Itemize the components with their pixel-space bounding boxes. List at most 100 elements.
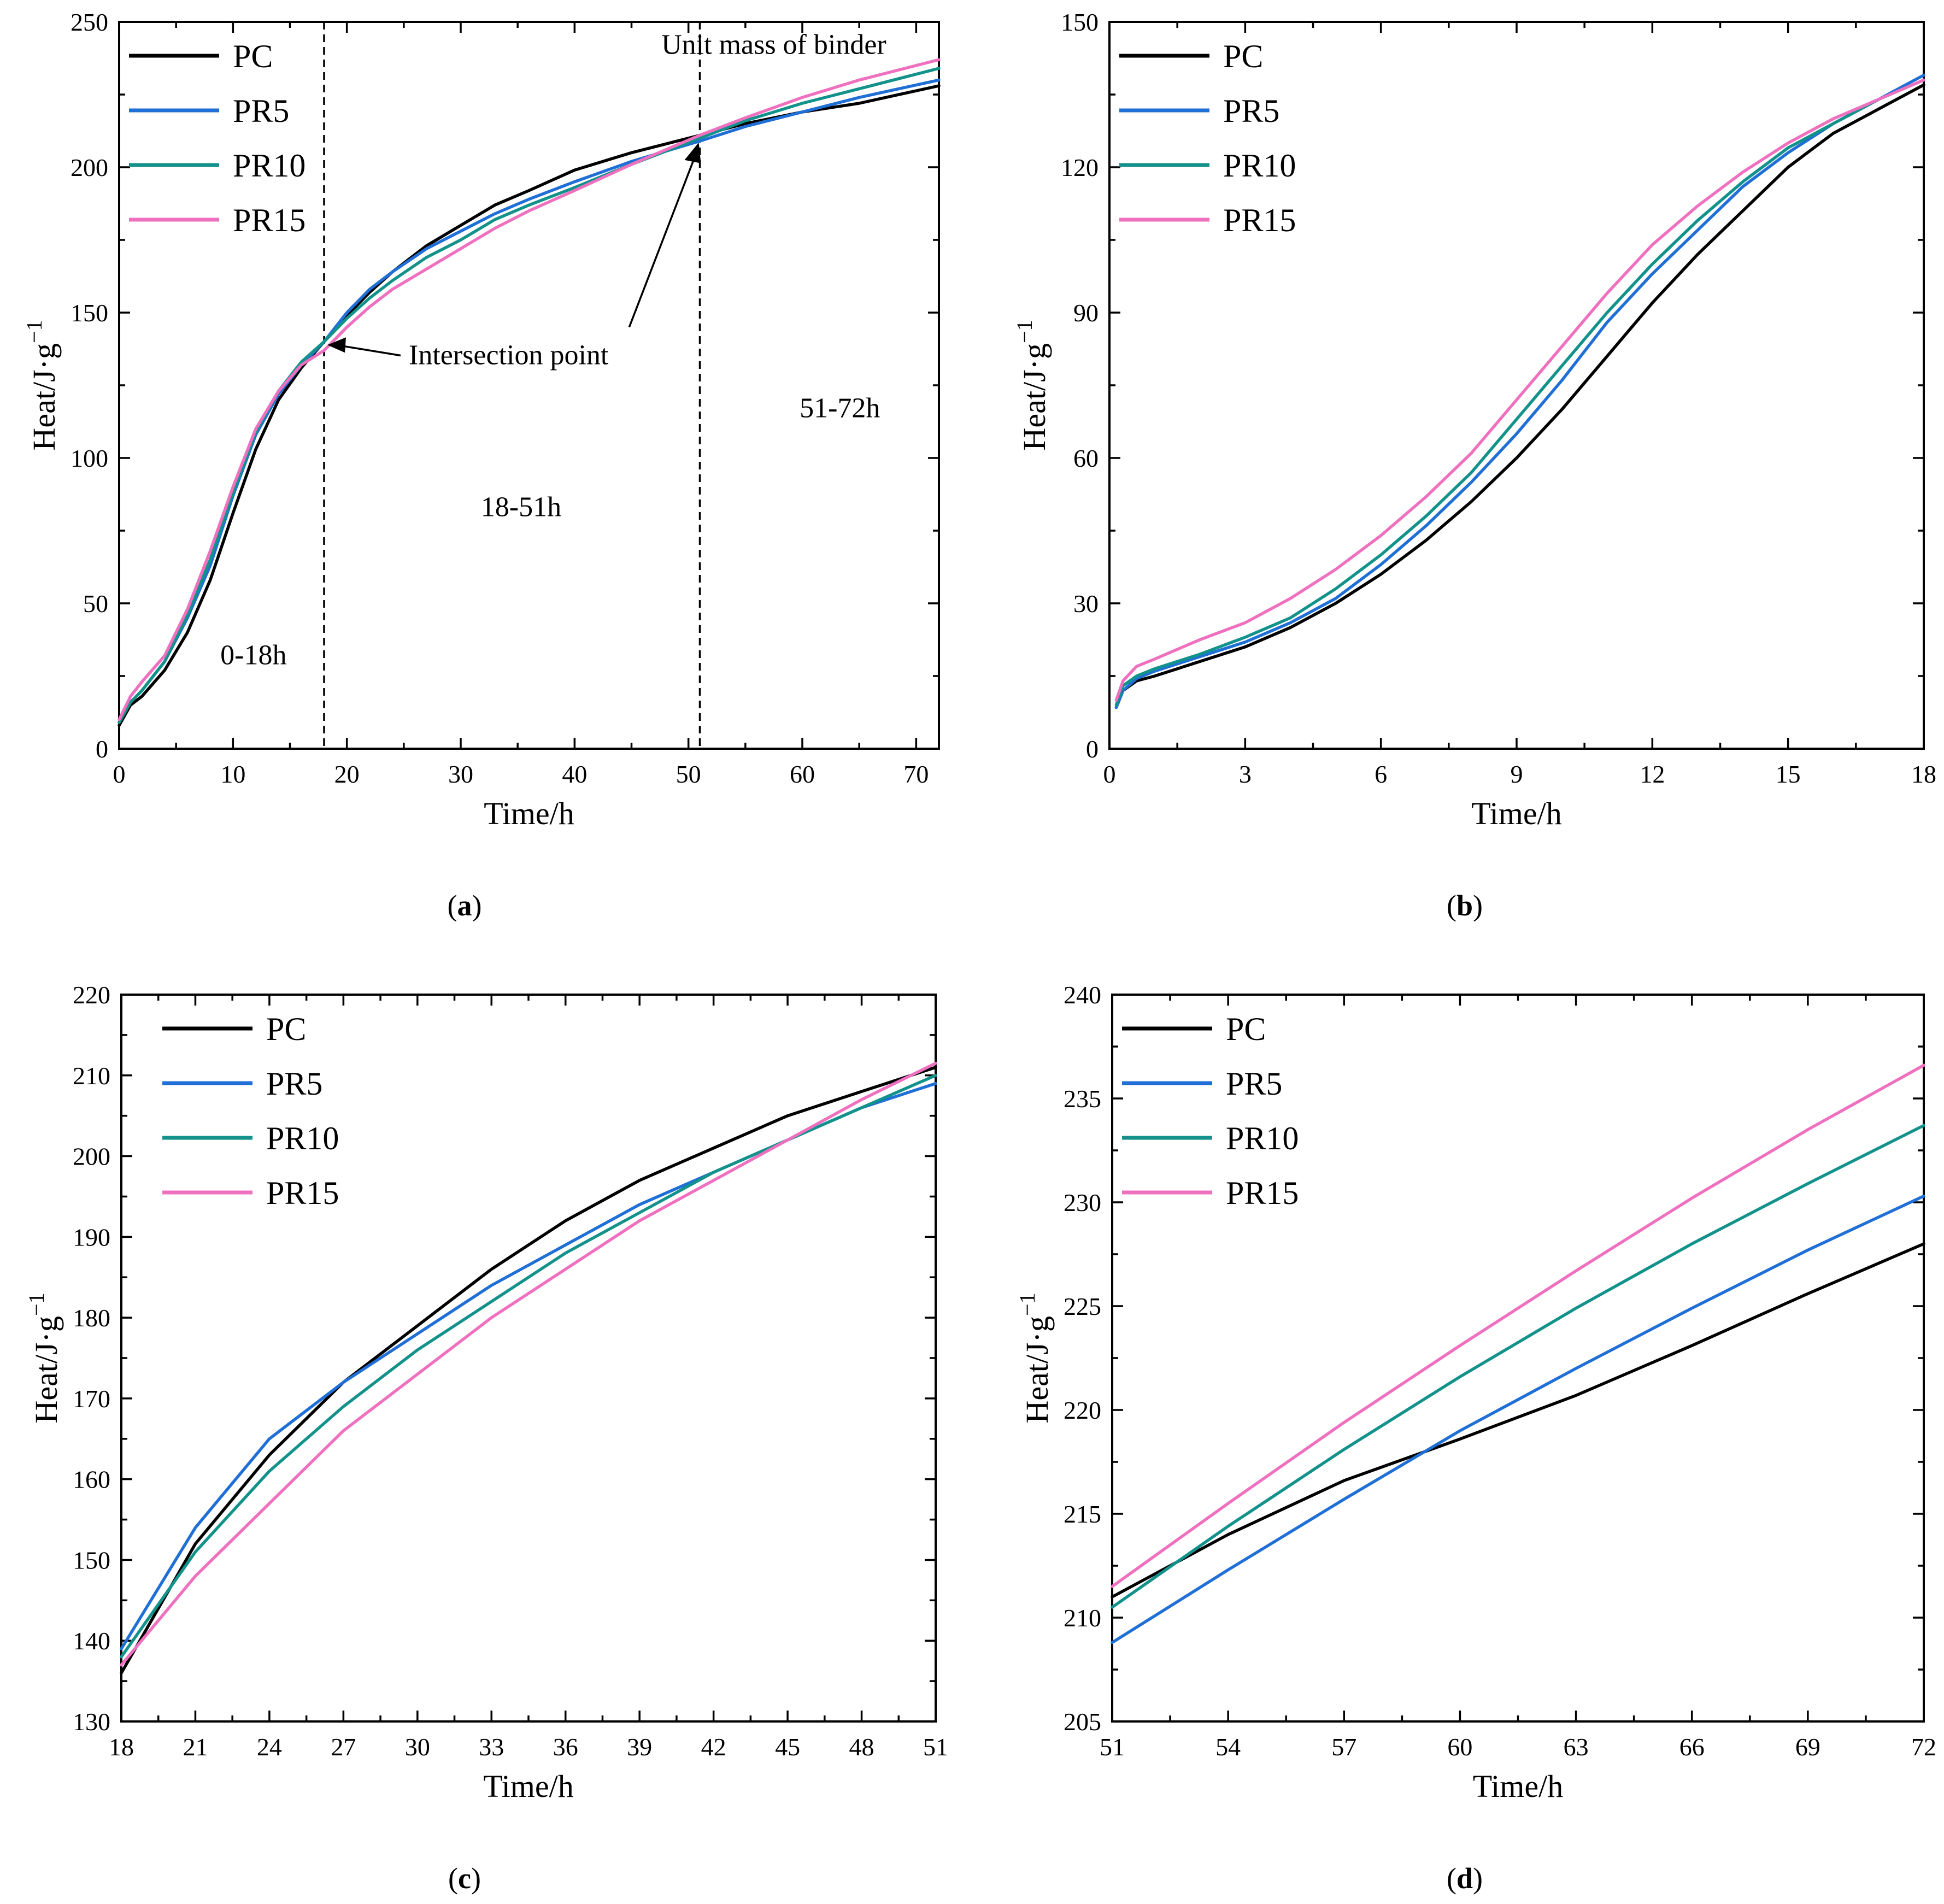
y-axis-title-main: Heat/J·g	[28, 1316, 64, 1424]
y-tick-label: 150	[71, 299, 108, 327]
x-tick-label: 27	[331, 1733, 356, 1761]
y-axis-title-exponent: −1	[24, 1292, 49, 1316]
x-tick-label: 24	[257, 1733, 282, 1761]
y-tick-label: 230	[1064, 1189, 1101, 1217]
y-axis-title-main: Heat/J·g	[1017, 343, 1052, 451]
legend-label-pc: PC	[1223, 38, 1263, 74]
intersection-arrow	[336, 344, 401, 357]
binder-arrow	[628, 152, 698, 328]
y-tick-label: 190	[73, 1223, 110, 1251]
y-tick-label: 180	[73, 1304, 110, 1332]
x-tick-label: 72	[1911, 1733, 1936, 1761]
panel-label-a: (a)	[448, 889, 482, 922]
x-tick-label: 30	[448, 760, 473, 788]
x-tick-label: 6	[1375, 760, 1387, 788]
x-tick-label: 21	[183, 1733, 208, 1761]
x-tick-label: 51	[1100, 1733, 1125, 1761]
x-tick-label: 15	[1776, 760, 1801, 788]
plot-frame	[1111, 994, 1925, 1723]
x-tick-label: 10	[220, 760, 245, 788]
x-tick-label: 51	[923, 1733, 948, 1761]
x-tick-label: 70	[903, 760, 929, 788]
legend-label-pr5: PR5	[1226, 1066, 1282, 1102]
y-axis-title: Heat/J·g−1	[24, 1292, 64, 1423]
legend: PC PR5 PR10 PR15	[129, 38, 306, 238]
panel-label-b: (b)	[1447, 889, 1483, 922]
y-axis-title-main: Heat/J·g	[26, 343, 62, 451]
series-line-pc	[1111, 1242, 1925, 1599]
legend-label-pr10: PR10	[233, 148, 306, 184]
chart-panel-b: 0 3 6 9 12 15 18 0 30 60 90 120 150 Time/h Heat/J·g−1 P…	[1012, 8, 1936, 831]
legend-label-pr5: PR5	[1223, 93, 1279, 129]
y-tick-label: 210	[73, 1062, 110, 1090]
legend-label-pr5: PR5	[266, 1066, 322, 1102]
y-axis-title: Heat/J·g−1	[1015, 1292, 1055, 1423]
y-tick-label: 140	[73, 1627, 110, 1655]
x-tick-label: 54	[1215, 1733, 1241, 1761]
series-line-pr15	[1114, 78, 1925, 702]
x-tick-label: 20	[334, 760, 360, 788]
x-tick-label: 39	[627, 1733, 652, 1761]
x-tick-label: 63	[1564, 1733, 1589, 1761]
chart-panel-a: 0 10 20 30 40 50 60 70 0 50 100 150 200 250 Time/h Heat…	[22, 8, 941, 831]
x-tick-label: 0	[113, 760, 126, 788]
x-tick-label: 9	[1511, 760, 1523, 788]
legend-label-pc: PC	[233, 38, 273, 74]
y-tick-label: 205	[1064, 1708, 1101, 1736]
y-tick-label: 200	[71, 154, 108, 181]
legend-label-pr15: PR15	[1223, 202, 1296, 238]
series-line-pr5	[1111, 1194, 1925, 1644]
series-line-pc	[120, 1066, 937, 1675]
x-tick-label: 69	[1795, 1733, 1820, 1761]
y-tick-label: 130	[73, 1708, 110, 1736]
y-tick-label: 250	[71, 8, 108, 36]
panel-letter: d	[1456, 1862, 1473, 1895]
series-line-pr10	[1114, 78, 1925, 707]
y-tick-label: 100	[71, 444, 108, 472]
legend-label-pr15: PR15	[266, 1175, 339, 1211]
region-label-51-72h: 51-72h	[800, 393, 880, 424]
series-line-pc	[1114, 83, 1925, 709]
y-tick-label: 30	[1073, 590, 1099, 618]
x-tick-label: 3	[1239, 760, 1252, 788]
y-tick-label: 160	[73, 1466, 110, 1494]
series-line-pr10	[120, 1074, 937, 1659]
y-tick-label: 220	[73, 981, 110, 1009]
legend-label-pr10: PR10	[1226, 1120, 1299, 1156]
y-tick-label: 150	[73, 1546, 110, 1574]
y-tick-label: 150	[1061, 8, 1099, 36]
x-tick-label: 18	[109, 1733, 134, 1761]
x-tick-label: 18	[1911, 760, 1936, 788]
intersection-arrowhead	[327, 337, 346, 353]
binder-arrowhead	[684, 142, 701, 163]
legend-label-pr15: PR15	[1226, 1175, 1299, 1211]
legend-label-pr10: PR10	[1223, 148, 1296, 184]
chart-panel-d: 51 54 57 60 63 66 69 72 205 210 215 220 225 230 235 240…	[1015, 981, 1936, 1804]
legend: PC PR5 PR10 PR15	[162, 1011, 339, 1211]
y-tick-label: 200	[73, 1143, 110, 1171]
series-line-pr10	[118, 67, 941, 724]
series-line-pr15	[118, 58, 941, 721]
x-tick-label: 42	[701, 1733, 726, 1761]
x-axis-title: Time/h	[1471, 796, 1561, 831]
y-tick-label: 90	[1073, 299, 1099, 327]
panel-label-d: (d)	[1447, 1862, 1483, 1895]
y-tick-label: 170	[73, 1385, 110, 1413]
y-tick-label: 120	[1061, 154, 1099, 181]
x-tick-label: 60	[790, 760, 815, 788]
x-tick-label: 0	[1103, 760, 1116, 788]
y-tick-label: 0	[1086, 735, 1099, 763]
y-axis-title-main: Heat/J·g	[1019, 1316, 1055, 1424]
x-tick-label: 57	[1331, 1733, 1356, 1761]
series-line-pr5	[1114, 73, 1925, 709]
y-tick-label: 220	[1064, 1396, 1101, 1424]
panel-label-c: (c)	[448, 1862, 481, 1895]
legend: PC PR5 PR10 PR15	[1119, 38, 1296, 238]
series-line-pr5	[120, 1082, 937, 1650]
y-tick-label: 225	[1064, 1292, 1101, 1320]
legend-label-pr10: PR10	[266, 1120, 339, 1156]
series-line-pr15	[1111, 1063, 1925, 1588]
x-tick-label: 48	[849, 1733, 874, 1761]
legend-label-pc: PC	[1226, 1011, 1266, 1047]
plot-frame	[1108, 21, 1925, 750]
